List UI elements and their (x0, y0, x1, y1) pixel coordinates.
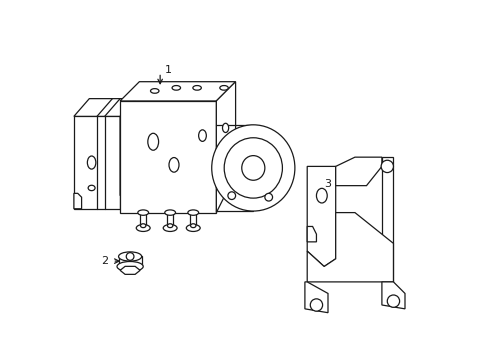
Polygon shape (74, 116, 120, 209)
Ellipse shape (222, 123, 228, 132)
Text: 3: 3 (324, 179, 330, 189)
Ellipse shape (224, 138, 282, 198)
Ellipse shape (169, 158, 179, 172)
Polygon shape (306, 226, 316, 242)
Ellipse shape (117, 261, 143, 271)
Polygon shape (74, 193, 81, 209)
Ellipse shape (172, 86, 180, 90)
Ellipse shape (88, 185, 95, 191)
Polygon shape (305, 282, 327, 313)
Polygon shape (74, 99, 135, 116)
Ellipse shape (150, 89, 159, 93)
Polygon shape (216, 82, 235, 213)
Polygon shape (381, 282, 404, 309)
Circle shape (386, 295, 399, 307)
Polygon shape (306, 213, 393, 282)
Ellipse shape (164, 210, 175, 215)
Ellipse shape (118, 252, 142, 261)
Ellipse shape (186, 225, 200, 231)
Ellipse shape (138, 210, 148, 215)
Polygon shape (190, 213, 196, 226)
Ellipse shape (167, 224, 172, 228)
Ellipse shape (187, 210, 198, 215)
Ellipse shape (198, 130, 206, 141)
Circle shape (227, 192, 235, 199)
Ellipse shape (220, 86, 228, 90)
Text: 1: 1 (164, 65, 171, 75)
Ellipse shape (190, 224, 196, 228)
Polygon shape (120, 82, 235, 101)
Ellipse shape (87, 156, 96, 169)
Polygon shape (120, 266, 140, 274)
Polygon shape (120, 99, 135, 195)
Ellipse shape (241, 156, 264, 180)
Ellipse shape (163, 225, 177, 231)
Polygon shape (306, 166, 335, 266)
Polygon shape (381, 157, 393, 282)
Ellipse shape (316, 188, 326, 203)
Ellipse shape (140, 224, 145, 228)
Circle shape (310, 299, 322, 311)
Polygon shape (335, 157, 381, 186)
Ellipse shape (192, 86, 201, 90)
Polygon shape (167, 213, 173, 226)
Circle shape (126, 253, 134, 260)
Polygon shape (140, 213, 146, 226)
Ellipse shape (211, 125, 294, 211)
Ellipse shape (147, 133, 158, 150)
Text: 2: 2 (101, 256, 108, 266)
Polygon shape (118, 256, 142, 266)
Polygon shape (120, 101, 216, 213)
Circle shape (264, 193, 272, 201)
Circle shape (380, 160, 393, 172)
Ellipse shape (136, 225, 150, 231)
